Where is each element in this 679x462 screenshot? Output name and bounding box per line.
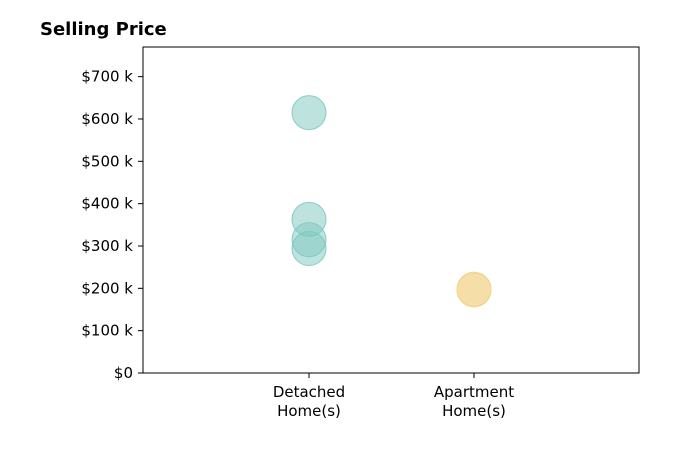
y-tick-label: $100 k xyxy=(81,322,133,340)
x-category-label: Detached Home(s) xyxy=(273,383,345,420)
y-tick-label: $400 k xyxy=(81,195,133,213)
data-point xyxy=(291,95,327,131)
y-tick-label: $200 k xyxy=(81,279,133,297)
y-tick-label: $0 xyxy=(114,364,133,382)
chart-title: Selling Price xyxy=(40,19,167,40)
x-category-label-line: Home(s) xyxy=(277,402,341,420)
x-category-label-line: Home(s) xyxy=(442,402,506,420)
y-tick-label: $300 k xyxy=(81,237,133,255)
x-category-label-line: Detached xyxy=(273,383,345,401)
x-category-label: Apartment Home(s) xyxy=(434,383,514,420)
x-axis: Detached Home(s)Apartment Home(s) xyxy=(273,373,514,420)
y-axis: $0 $100 k $200 k $300 k $400 k $500 k $600 k $7… xyxy=(81,68,143,382)
plot-frame xyxy=(142,46,640,374)
data-point xyxy=(291,231,327,267)
y-tick-label: $500 k xyxy=(81,152,133,170)
x-category-label-line: Apartment xyxy=(434,383,514,401)
y-tick-label: $600 k xyxy=(81,110,133,128)
y-tick-label: $700 k xyxy=(81,68,133,86)
data-point xyxy=(456,271,492,307)
points-layer xyxy=(291,95,492,308)
